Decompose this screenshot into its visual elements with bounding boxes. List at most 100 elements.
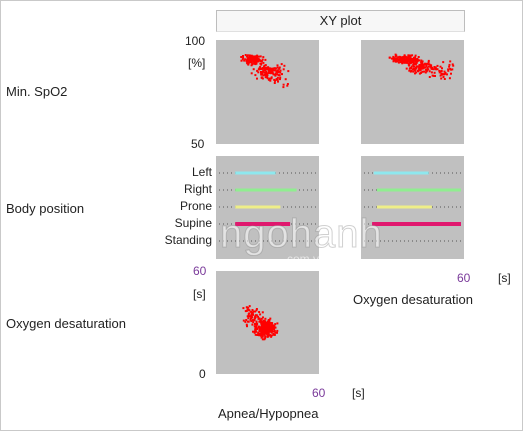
scatter-point-desaturation-vs-apnea-111 (274, 331, 277, 334)
scatter-point-spo2-vs-apnea-138 (248, 58, 251, 61)
scatter-point-desaturation-vs-apnea-221 (267, 321, 270, 324)
scatter-point-desaturation-vs-apnea-337 (252, 310, 255, 313)
scatter-point-desaturation-vs-apnea-353 (261, 311, 264, 314)
scatter-point-desaturation-vs-apnea-153 (252, 330, 254, 333)
scatter-point-desaturation-vs-apnea-303 (259, 313, 262, 316)
scatter-point-spo2-vs-desaturation-196 (420, 63, 423, 66)
scatter-point-spo2-vs-apnea-198 (270, 76, 273, 79)
scatter-point-desaturation-vs-apnea-358 (248, 305, 251, 308)
scatter-point-desaturation-vs-apnea-66 (267, 319, 270, 321)
scatter-point-spo2-vs-desaturation-285 (451, 63, 454, 66)
tick-desat-x-unit: [s] (498, 271, 511, 285)
scatter-point-desaturation-vs-apnea-343 (250, 317, 253, 320)
scatter-point-spo2-vs-desaturation-203 (415, 61, 418, 64)
scatter-point-spo2-vs-apnea-40 (254, 55, 257, 58)
scatter-point-spo2-vs-desaturation-150 (403, 58, 406, 61)
scatter-point-spo2-vs-desaturation-301 (434, 75, 436, 77)
scatter-point-desaturation-vs-apnea-356 (255, 308, 258, 310)
scatter-point-desaturation-vs-apnea-344 (247, 308, 250, 311)
tick-desat-top: 60 (193, 264, 207, 278)
plot-spo2-vs-apnea[interactable] (216, 40, 319, 144)
plot-spo2-vs-desaturation[interactable] (361, 40, 464, 144)
scatter-point-spo2-vs-apnea-216 (267, 67, 269, 69)
scatter-point-spo2-vs-apnea-241 (283, 64, 286, 67)
scatter-point-desaturation-vs-apnea-359 (246, 325, 248, 328)
scatter-point-desaturation-vs-apnea-9 (262, 316, 264, 319)
scatter-point-spo2-vs-desaturation-19 (411, 54, 414, 57)
scatter-point-spo2-vs-apnea-159 (271, 67, 274, 70)
scatter-point-spo2-vs-desaturation-266 (415, 66, 418, 69)
tick-desat-bottom: 0 (199, 367, 206, 381)
scatter-point-spo2-vs-desaturation-277 (447, 68, 450, 71)
scatter-point-spo2-vs-desaturation-128 (409, 54, 412, 57)
scatter-point-spo2-vs-apnea-87 (253, 62, 256, 64)
scatter-point-spo2-vs-desaturation-202 (410, 67, 413, 70)
scatter-point-desaturation-vs-apnea-107 (255, 327, 258, 330)
scatter-point-desaturation-vs-apnea-339 (249, 318, 252, 321)
scatter-point-desaturation-vs-apnea-349 (254, 315, 257, 318)
scatter-point-desaturation-vs-apnea-288 (266, 323, 269, 326)
scatter-point-spo2-vs-desaturation-114 (416, 58, 419, 61)
scatter-point-spo2-vs-desaturation-259 (429, 65, 432, 68)
scatter-point-spo2-vs-desaturation-257 (412, 70, 415, 73)
scatter-point-spo2-vs-desaturation-289 (438, 69, 441, 72)
scatter-point-desaturation-vs-apnea-49 (274, 323, 277, 326)
tick-apnea-unit: [s] (352, 386, 365, 400)
scatter-point-desaturation-vs-apnea-160 (268, 320, 271, 323)
scatter-point-spo2-vs-desaturation-302 (450, 72, 452, 75)
scatter-point-desaturation-vs-apnea-294 (266, 329, 269, 332)
scatter-point-spo2-vs-desaturation-244 (410, 65, 413, 68)
scatter-point-desaturation-vs-apnea-354 (247, 313, 250, 316)
scatter-point-desaturation-vs-apnea-195 (276, 322, 279, 325)
scatter-point-desaturation-vs-apnea-263 (259, 326, 262, 329)
scatter-point-spo2-vs-desaturation-126 (396, 60, 399, 63)
scatter-point-spo2-vs-apnea-270 (279, 76, 282, 79)
scatter-point-spo2-vs-apnea-203 (265, 67, 268, 70)
scatter-point-spo2-vs-apnea-231 (259, 65, 262, 68)
scatter-point-spo2-vs-apnea-121 (250, 60, 253, 62)
scatter-point-desaturation-vs-apnea-260 (266, 335, 269, 338)
scatter-point-spo2-vs-desaturation-121 (398, 58, 401, 61)
scatter-point-spo2-vs-apnea-272 (269, 79, 272, 82)
scatter-point-spo2-vs-apnea-123 (243, 59, 246, 62)
scatter-point-spo2-vs-desaturation-265 (431, 68, 434, 70)
scatter-point-spo2-vs-desaturation-304 (442, 61, 445, 64)
scatter-point-spo2-vs-apnea-146 (247, 59, 249, 62)
scatter-point-desaturation-vs-apnea-331 (251, 309, 254, 311)
scatter-point-desaturation-vs-apnea-46 (255, 330, 258, 333)
scatter-point-spo2-vs-apnea-287 (271, 72, 274, 75)
scatter-point-desaturation-vs-apnea-296 (265, 329, 268, 332)
scatter-point-spo2-vs-desaturation-211 (423, 70, 426, 73)
scatter-point-spo2-vs-desaturation-171 (417, 65, 420, 68)
scatter-point-desaturation-vs-apnea-259 (269, 322, 272, 324)
scatter-point-spo2-vs-desaturation-308 (439, 65, 442, 68)
scatter-point-spo2-vs-desaturation-295 (452, 64, 455, 67)
scatter-point-spo2-vs-apnea-218 (282, 68, 285, 71)
scatter-point-spo2-vs-apnea-63 (240, 56, 243, 58)
scatter-point-spo2-vs-apnea-285 (279, 78, 281, 81)
scatter-point-spo2-vs-apnea-281 (287, 70, 290, 73)
scatter-point-spo2-vs-desaturation-147 (400, 57, 403, 60)
scatter-point-spo2-vs-desaturation-246 (427, 59, 430, 62)
scatter-point-desaturation-vs-apnea-253 (272, 333, 275, 336)
scatter-point-spo2-vs-apnea-251 (270, 68, 272, 71)
scatter-point-spo2-vs-desaturation-158 (402, 58, 404, 61)
scatter-point-spo2-vs-desaturation-307 (436, 68, 439, 71)
scatter-point-spo2-vs-apnea-267 (276, 71, 279, 74)
scatter-point-desaturation-vs-apnea-281 (257, 332, 260, 335)
scatter-point-spo2-vs-desaturation-275 (443, 78, 446, 80)
scatter-point-desaturation-vs-apnea-282 (263, 331, 266, 334)
scatter-point-desaturation-vs-apnea-189 (254, 329, 257, 331)
scatter-point-spo2-vs-desaturation-227 (418, 72, 421, 75)
scatter-point-spo2-vs-apnea-145 (246, 62, 249, 65)
scatter-point-spo2-vs-apnea-108 (260, 60, 263, 63)
scatter-point-spo2-vs-apnea-273 (276, 78, 279, 81)
scatter-point-spo2-vs-desaturation-54 (393, 57, 396, 60)
scatter-point-spo2-vs-desaturation-238 (419, 66, 422, 69)
scatter-point-spo2-vs-desaturation-156 (399, 61, 402, 64)
scatter-point-spo2-vs-apnea-278 (266, 77, 269, 80)
scatter-point-spo2-vs-apnea-238 (258, 68, 261, 71)
row-label-spo2: Min. SpO2 (6, 84, 68, 99)
scatter-point-desaturation-vs-apnea-193 (261, 335, 264, 338)
scatter-point-spo2-vs-apnea-252 (257, 71, 260, 74)
